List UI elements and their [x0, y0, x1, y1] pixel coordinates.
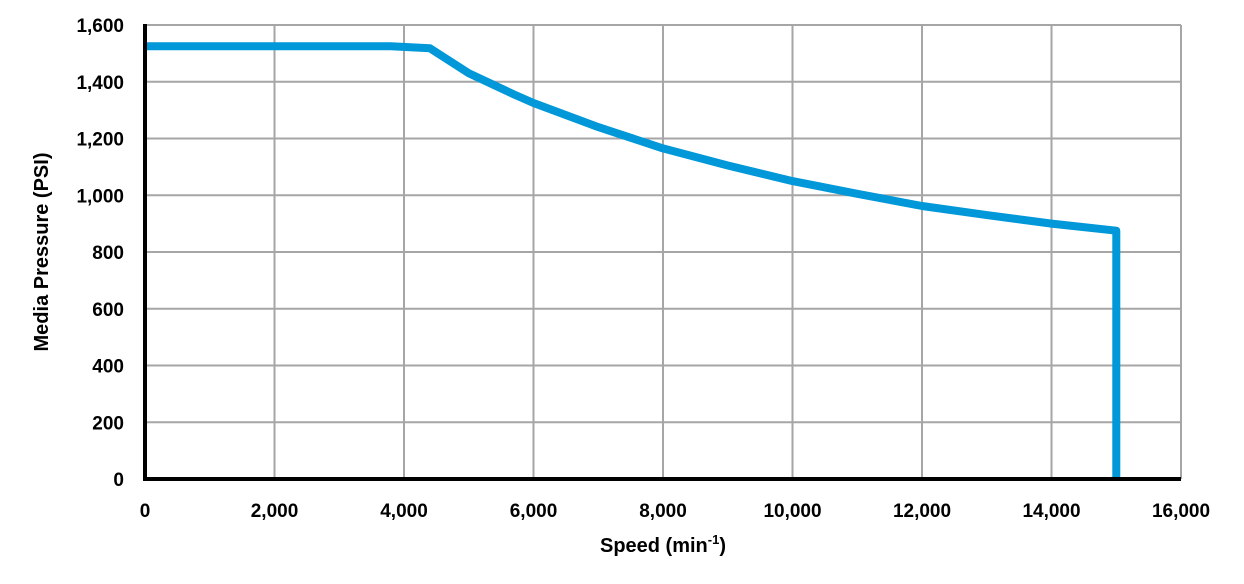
y-tick-label: 1,200	[76, 130, 124, 151]
y-tick-label: 400	[92, 357, 124, 378]
series-line	[145, 42, 1121, 479]
x-tick-label: 6,000	[510, 501, 558, 522]
axes	[143, 24, 1181, 481]
y-tick-label: 0	[113, 470, 124, 491]
y-tick-label: 1,000	[76, 186, 124, 207]
y-axis-title: Media Pressure (PSI)	[31, 153, 53, 352]
data-series	[145, 42, 1121, 479]
x-tick-label: 16,000	[1152, 501, 1210, 522]
gridlines	[145, 24, 1182, 479]
y-tick-label: 1,600	[76, 16, 124, 37]
y-tick-label: 1,400	[76, 73, 124, 94]
y-tick-label: 200	[92, 413, 124, 434]
x-tick-label: 0	[140, 501, 151, 522]
x-tick-label: 14,000	[1022, 501, 1080, 522]
x-tick-label: 10,000	[763, 501, 821, 522]
x-axis-title: Speed (min-1)	[600, 532, 726, 557]
y-tick-label: 800	[92, 243, 124, 264]
y-tick-label: 600	[92, 300, 124, 321]
x-axis-tick-labels: 0 2,000 4,000 6,000 8,000 10,000 12,000 14,000 1…	[140, 501, 1210, 522]
x-tick-label: 2,000	[251, 501, 299, 522]
x-tick-label: 12,000	[893, 501, 951, 522]
y-axis-tick-labels: 0 200 400 600 800 1,000 1,200 1,400 1,600	[76, 16, 124, 491]
x-tick-label: 8,000	[639, 501, 687, 522]
x-tick-label: 4,000	[380, 501, 428, 522]
